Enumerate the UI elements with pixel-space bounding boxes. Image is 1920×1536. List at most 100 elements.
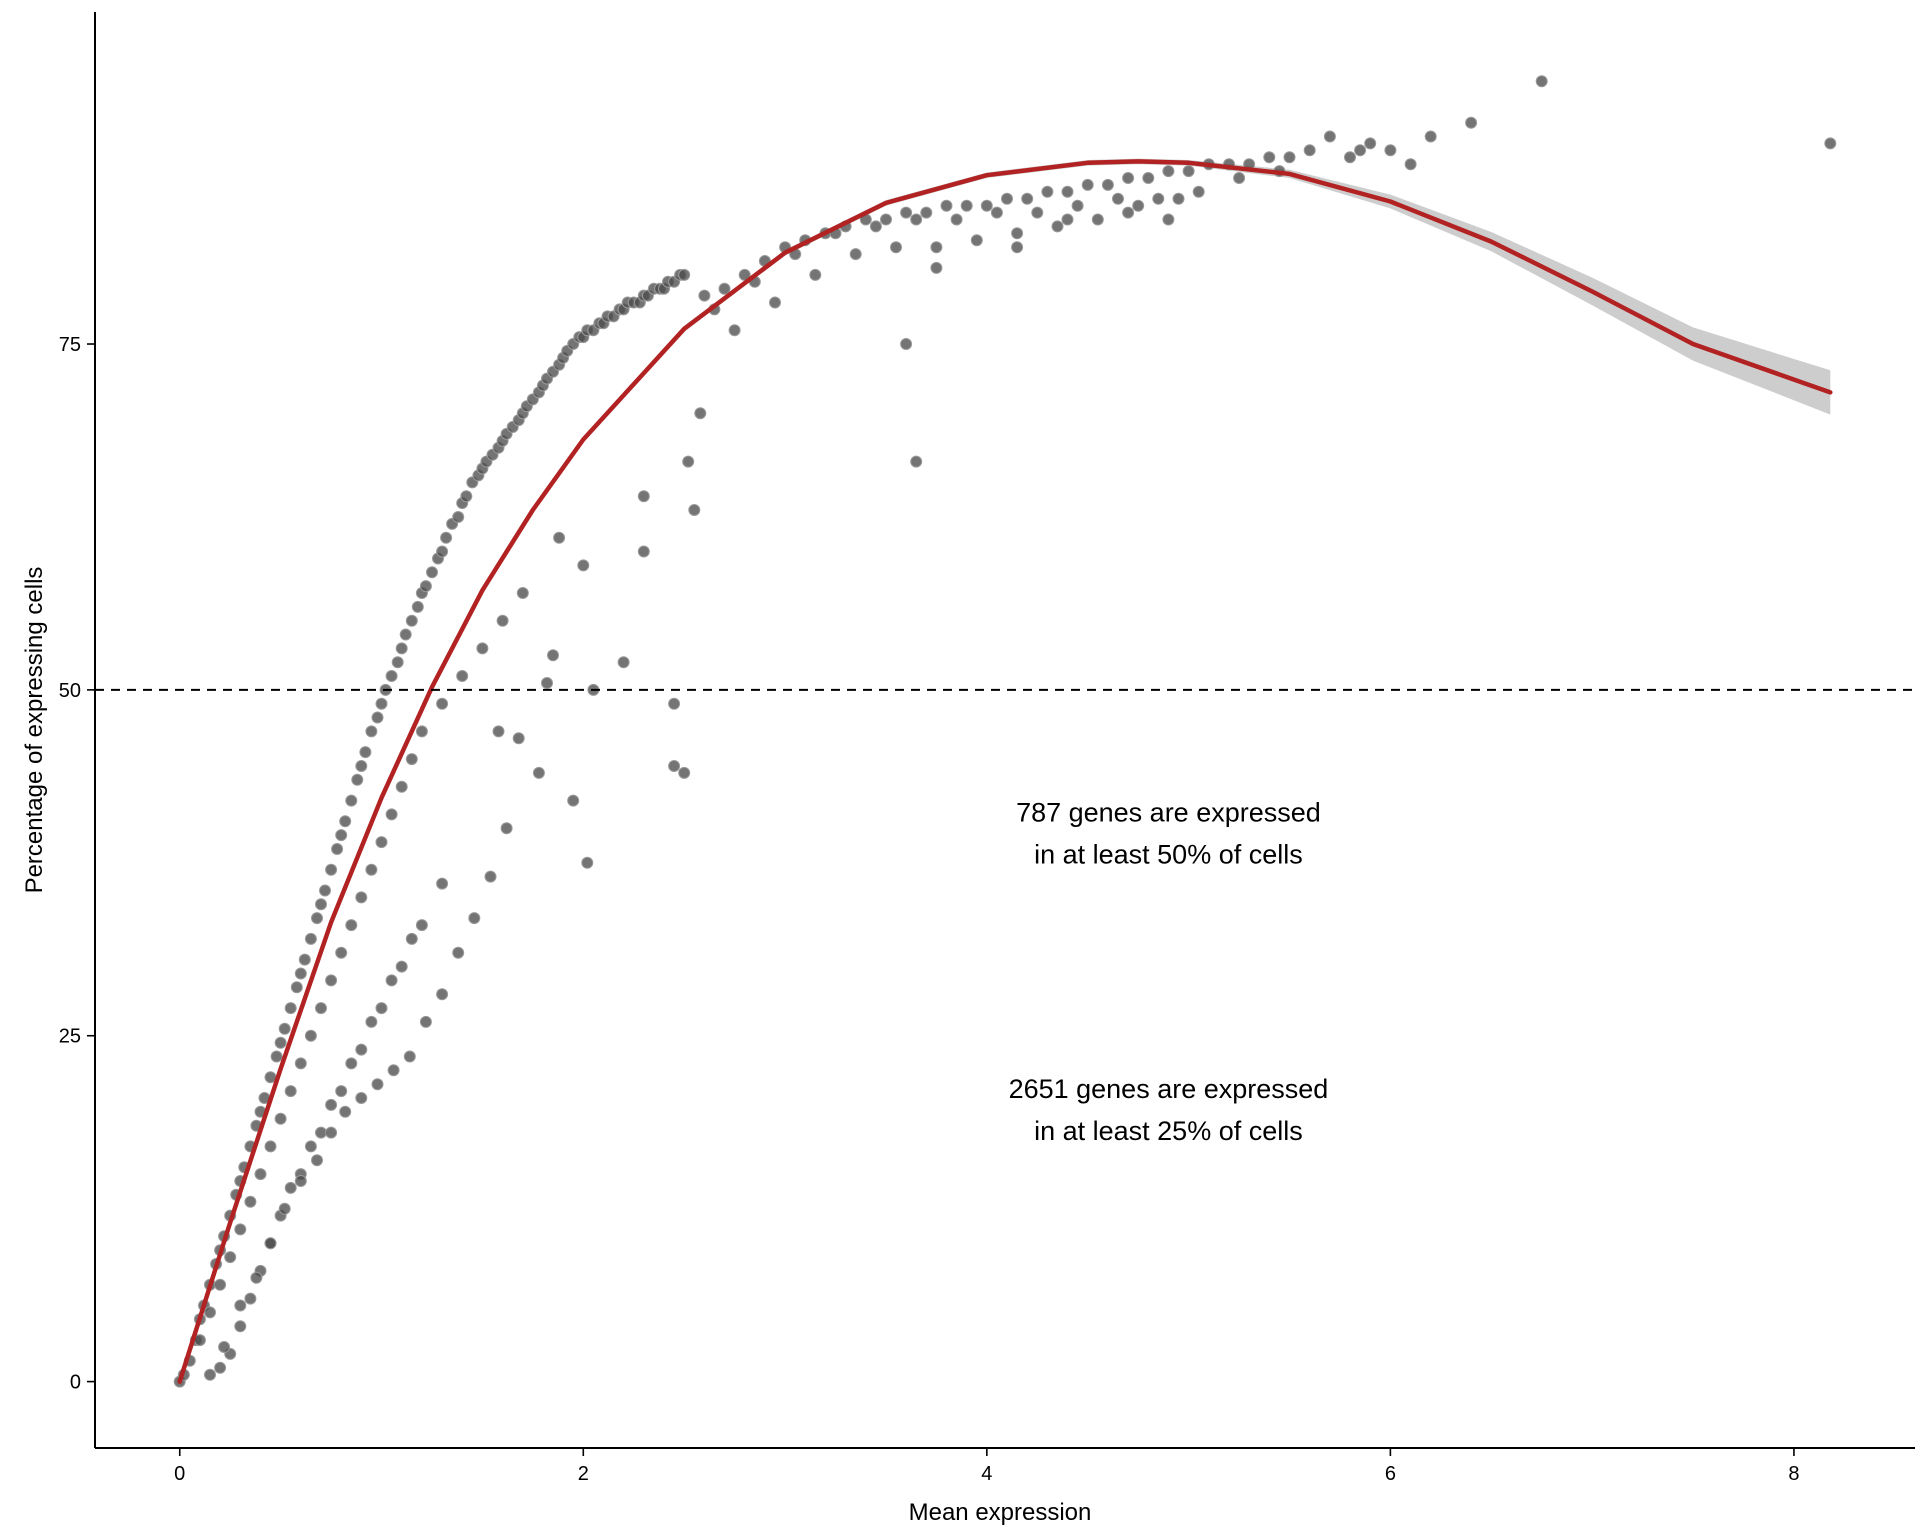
data-point [290, 981, 303, 994]
data-point [264, 1237, 277, 1250]
points-layer [173, 75, 1837, 1388]
data-point [311, 912, 323, 925]
data-point [385, 974, 398, 987]
data-point [1061, 213, 1074, 226]
data-point [1263, 151, 1276, 164]
data-point [1172, 192, 1185, 205]
data-point [930, 241, 943, 254]
data-point [900, 338, 913, 350]
data-point [365, 1015, 378, 1028]
data-point [315, 1126, 327, 1139]
data-point [387, 1064, 400, 1077]
fit-curve [177, 159, 1833, 1384]
data-point [456, 670, 469, 682]
data-point [244, 1195, 257, 1208]
data-point [335, 1085, 348, 1098]
data-point [325, 1126, 338, 1139]
data-point [375, 697, 388, 710]
data-point [668, 760, 681, 772]
data-point [1132, 199, 1145, 212]
data-point [940, 199, 953, 212]
fit-curve-layer [177, 159, 1833, 1384]
data-point [769, 296, 781, 309]
data-point [581, 856, 594, 869]
data-point [278, 1022, 291, 1035]
data-point [375, 1002, 388, 1015]
data-point [304, 1029, 317, 1042]
data-point [315, 898, 327, 911]
data-point [331, 843, 344, 855]
data-point [718, 282, 731, 295]
data-point [694, 407, 707, 420]
data-point [468, 912, 481, 925]
data-point [1041, 185, 1054, 198]
y-axis-title: Percentage of expressing cells [21, 567, 48, 894]
data-point [214, 1361, 227, 1374]
data-point [355, 891, 368, 904]
data-point [1051, 220, 1064, 233]
data-point [1101, 178, 1114, 191]
data-point [351, 773, 364, 786]
data-point [1122, 172, 1135, 184]
data-point [415, 919, 428, 932]
data-point [1112, 192, 1124, 205]
data-point [395, 780, 408, 793]
data-point [541, 677, 553, 689]
annotation-line: 787 genes are expressed [1016, 797, 1321, 827]
data-point [395, 642, 408, 655]
data-point [910, 455, 923, 468]
data-point [405, 614, 418, 627]
data-point [426, 566, 438, 579]
data-point [218, 1341, 231, 1353]
data-point [345, 919, 358, 932]
data-point [1122, 206, 1135, 219]
data-point [244, 1292, 257, 1305]
data-point [1323, 130, 1336, 143]
data-point [567, 794, 580, 807]
data-point [294, 1057, 307, 1070]
data-point [385, 670, 398, 682]
y-tick-label: 75 [59, 334, 81, 356]
data-point [1424, 130, 1437, 143]
data-point [617, 656, 630, 669]
data-point [284, 1085, 297, 1098]
data-point [278, 1202, 291, 1215]
annotation-line: 2651 genes are expressed [1009, 1074, 1329, 1104]
data-point [319, 884, 331, 897]
data-point [294, 967, 307, 980]
data-point [547, 649, 559, 662]
data-point [900, 206, 913, 219]
data-point [1192, 185, 1205, 198]
y-tick-label: 50 [59, 680, 81, 702]
data-point [304, 932, 317, 945]
data-point [1031, 206, 1044, 219]
data-point [500, 822, 513, 835]
data-point [512, 732, 525, 745]
data-point [880, 213, 892, 226]
data-point [1824, 137, 1837, 150]
axes-layer [94, 12, 1915, 1449]
x-tick-label: 0 [174, 1463, 185, 1485]
data-point [1465, 116, 1478, 129]
data-point [234, 1320, 247, 1333]
data-point [250, 1271, 263, 1284]
x-tick-label: 2 [578, 1463, 589, 1485]
data-point [1283, 151, 1296, 164]
data-point [274, 1112, 287, 1125]
data-point [849, 248, 862, 261]
data-point [1303, 144, 1316, 157]
x-tick-label: 6 [1385, 1463, 1396, 1485]
data-point [1364, 137, 1377, 150]
data-point [355, 1092, 368, 1104]
data-point [325, 974, 338, 987]
data-point [436, 697, 449, 710]
data-point [678, 766, 691, 779]
data-point [1535, 75, 1548, 88]
data-point [1081, 178, 1094, 191]
data-point [728, 324, 741, 337]
data-point [391, 656, 404, 669]
data-point [809, 268, 822, 281]
data-point [214, 1278, 227, 1291]
data-point [270, 1050, 283, 1063]
